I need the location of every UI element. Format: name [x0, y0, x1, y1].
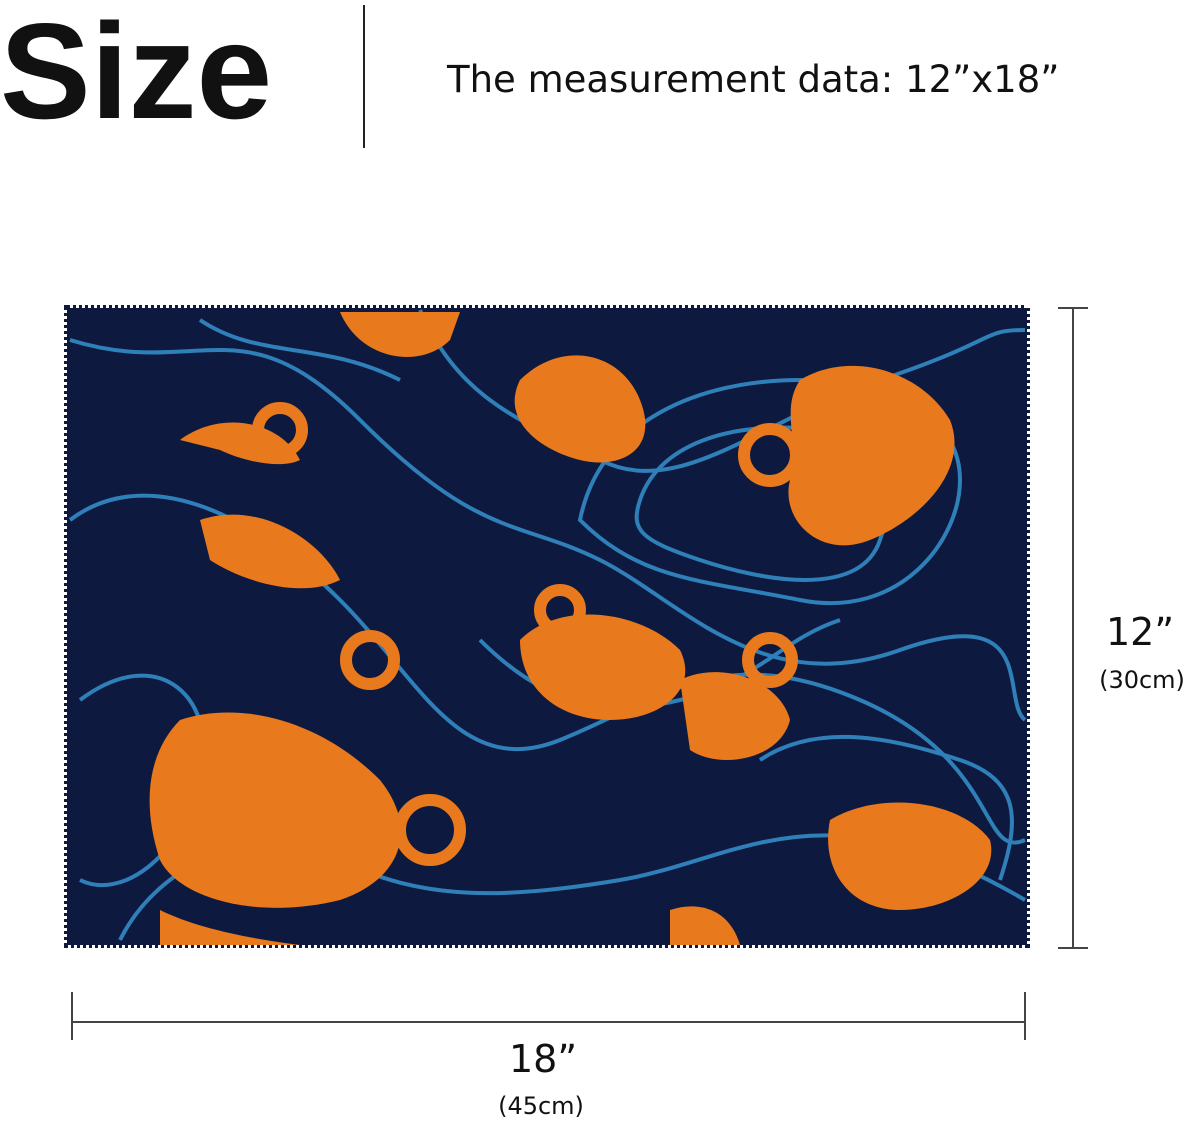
placemat	[64, 305, 1030, 948]
height-metric: (30cm)	[1099, 666, 1185, 694]
width-dimension-line	[71, 992, 1026, 1040]
width-label: 18”	[509, 1037, 577, 1081]
tentacles	[252, 402, 802, 866]
subtitle: The measurement data: 12”x18”	[446, 58, 1059, 101]
width-metric: (45cm)	[498, 1092, 584, 1120]
height-label: 12”	[1106, 610, 1174, 654]
contour-lines	[68, 309, 1027, 941]
title: Size	[0, 0, 272, 147]
octopus-shapes	[149, 312, 992, 945]
height-dimension-line	[1058, 307, 1088, 949]
